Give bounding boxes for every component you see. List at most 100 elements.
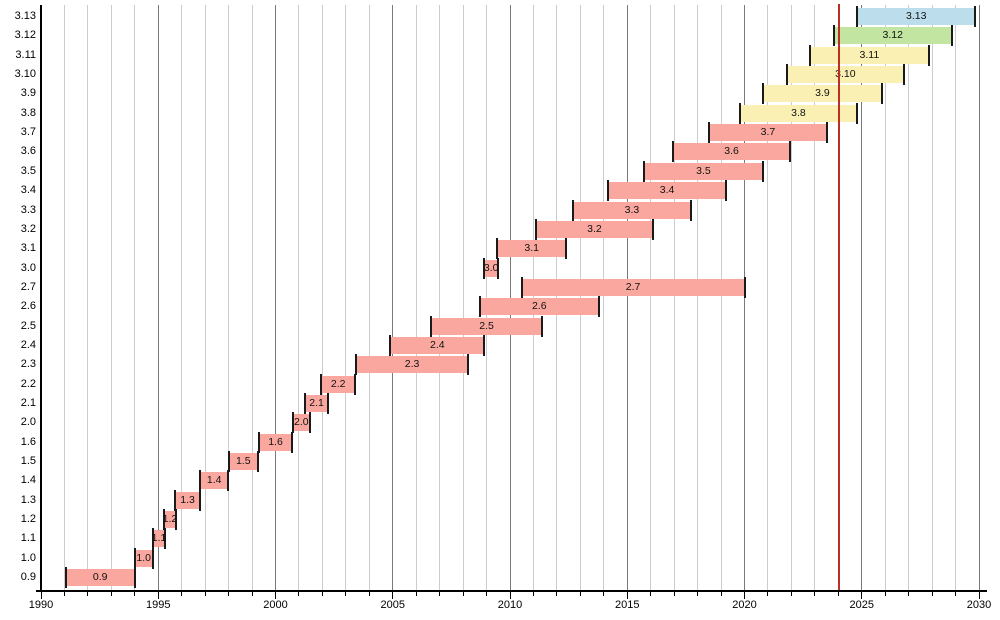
version-bar-2.7: [521, 278, 745, 296]
x-tick-2028: [931, 592, 933, 596]
bar-start-cap-3.2: [534, 218, 537, 240]
x-tick-1991: [63, 592, 65, 596]
y-axis-label-3.2: 3.2: [20, 222, 36, 235]
gridline-1996: [181, 5, 183, 590]
bar-label-3.0: 3.0: [483, 261, 499, 274]
bar-start-cap-1.6: [258, 431, 261, 453]
gridline-2006: [415, 5, 417, 590]
y-axis-label-3.3: 3.3: [20, 203, 36, 216]
bar-start-cap-2.1: [303, 393, 306, 414]
bar-start-cap-2.3: [355, 354, 358, 376]
bar-start-cap-3.1: [496, 238, 499, 260]
x-tick-1995: [157, 592, 159, 599]
bar-label-1.3: 1.3: [180, 493, 195, 506]
bar-label-1.0: 1.0: [136, 551, 152, 564]
bar-start-cap-1.0: [133, 547, 136, 569]
y-axis-line: [40, 5, 42, 591]
x-tick-2001: [298, 592, 300, 596]
bar-start-cap-3.3: [572, 199, 575, 221]
y-axis-label-2.5: 2.5: [20, 319, 36, 332]
bar-start-cap-3.10: [785, 64, 788, 86]
version-bar-3.1: [497, 240, 567, 258]
y-axis-label-2.2: 2.2: [20, 377, 36, 390]
bar-label-2.3: 2.3: [404, 358, 420, 371]
y-axis-label-3.6: 3.6: [20, 145, 36, 158]
bar-label-3.8: 3.8: [791, 106, 806, 119]
gridline-2009: [486, 5, 488, 590]
gridline-2021: [767, 5, 769, 590]
bar-label-1.2: 1.2: [162, 513, 178, 526]
bar-label-2.0: 2.0: [293, 416, 309, 429]
bar-label-3.1: 3.1: [524, 242, 539, 255]
gridline-2013: [579, 5, 581, 590]
gridline-2027: [908, 5, 910, 590]
bar-end-cap-3.0: [497, 257, 500, 279]
gridline-2012: [556, 5, 558, 590]
y-axis-label-3.13: 3.13: [14, 10, 36, 22]
y-axis-label-2.6: 2.6: [20, 300, 36, 313]
bar-end-cap-3.10: [902, 64, 905, 86]
gridline-2026: [884, 5, 886, 590]
gridline-2023: [814, 5, 816, 590]
gridline-2030: [978, 5, 980, 590]
today-marker-line: [838, 4, 840, 590]
version-bar-3.5: [643, 162, 764, 180]
y-axis-label-3.0: 3.0: [20, 261, 36, 274]
version-bar-3.8: [739, 104, 858, 122]
gridline-2005: [392, 5, 394, 590]
bar-end-cap-3.4: [724, 180, 727, 202]
bar-label-2.6: 2.6: [532, 300, 547, 313]
version-bar-2.1: [304, 395, 329, 412]
bar-end-cap-2.0: [308, 412, 311, 434]
x-tick-1996: [181, 592, 183, 596]
x-tick-2018: [697, 592, 699, 596]
bar-label-3.10: 3.10: [835, 68, 856, 81]
y-axis-label-3.1: 3.1: [20, 242, 36, 255]
version-bar-1.6: [259, 433, 292, 451]
version-bar-2.2: [321, 375, 356, 393]
gridline-1994: [134, 5, 136, 590]
bar-end-cap-1.5: [256, 451, 259, 473]
x-tick-2026: [884, 592, 886, 596]
gridline-2001: [298, 5, 300, 590]
bar-start-cap-1.3: [173, 489, 176, 511]
x-tick-2002: [321, 592, 323, 596]
bar-start-cap-1.2: [163, 509, 166, 531]
x-tick-1999: [251, 592, 253, 596]
gridline-2008: [462, 5, 464, 590]
y-axis-label-3.12: 3.12: [14, 29, 36, 42]
version-bar-0.9: [65, 569, 135, 587]
bar-start-cap-3.7: [708, 122, 711, 144]
x-tick-2019: [720, 592, 722, 596]
bar-end-cap-3.13: [974, 6, 977, 27]
x-tick-1998: [228, 592, 230, 596]
bar-end-cap-3.1: [565, 238, 568, 260]
gridline-2016: [650, 5, 652, 590]
y-axis-label-1.1: 1.1: [20, 532, 36, 545]
x-tick-2009: [486, 592, 488, 596]
x-axis-label-2030: 2030: [966, 599, 992, 611]
bar-start-cap-2.2: [320, 373, 323, 395]
version-bar-2.4: [390, 336, 485, 354]
x-axis-label-1990: 1990: [28, 599, 54, 611]
bar-end-cap-2.1: [327, 393, 330, 414]
x-tick-2014: [603, 592, 605, 596]
gridline-1991: [63, 5, 65, 590]
version-bar-3.3: [573, 201, 691, 219]
x-tick-2013: [579, 592, 581, 596]
gridline-2000: [275, 5, 276, 590]
version-bar-3.13: [857, 8, 976, 25]
bar-label-2.7: 2.7: [625, 280, 641, 293]
bar-label-3.12: 3.12: [882, 29, 903, 42]
bar-label-1.5: 1.5: [235, 455, 251, 468]
gridline-2003: [345, 5, 347, 590]
bar-start-cap-3.4: [607, 180, 610, 202]
version-bar-1.4: [200, 472, 228, 490]
x-axis-label-2000: 2000: [263, 599, 288, 611]
bar-start-cap-1.5: [227, 451, 230, 473]
gridline-2025: [861, 5, 863, 590]
bar-start-cap-2.7: [520, 276, 523, 298]
gridline-2029: [955, 5, 957, 590]
x-tick-1990: [40, 592, 42, 599]
